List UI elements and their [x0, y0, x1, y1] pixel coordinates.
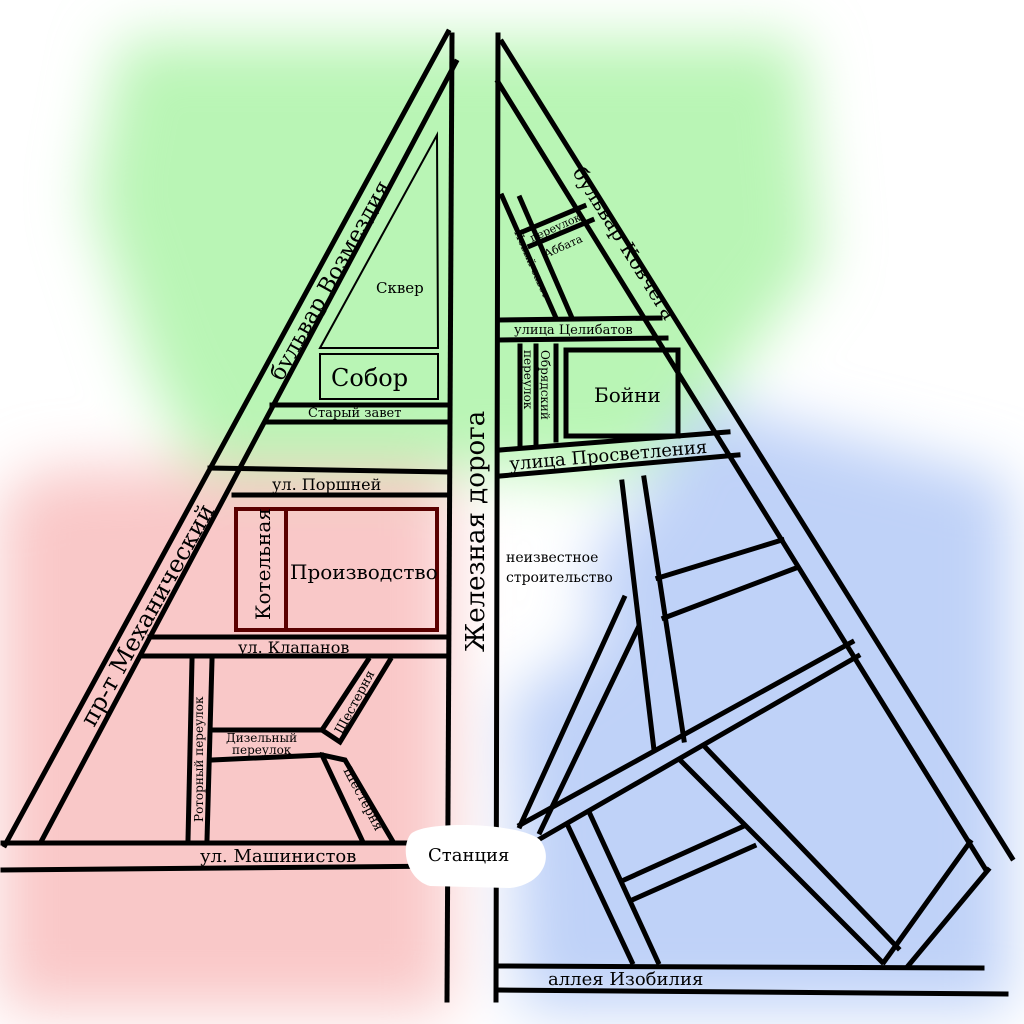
skver-outline: [318, 131, 440, 349]
street-label-mashinistov: ул. Машинистов: [200, 846, 356, 867]
railway-label: Железная дорога: [461, 411, 491, 652]
street-label-staryi-zavet: Старый завет: [308, 406, 401, 421]
road-network-east: [494, 38, 1016, 997]
west-district-area: [0, 460, 450, 1010]
street-label-klapanov: ул. Клапанов: [238, 638, 349, 657]
sobor-outline: [319, 353, 439, 400]
place-label-sobor: Собор: [331, 364, 408, 392]
street-label-dizelny-1: Дизельный: [226, 731, 297, 745]
boyni-outline: [563, 347, 681, 439]
place-label-proizvodstvo: Производство: [290, 560, 438, 584]
place-label-boyni: Бойни: [594, 383, 661, 407]
street-label-rotorny: Роторный переулок: [192, 696, 206, 822]
district-areas: [0, 40, 1010, 1010]
place-label-skver: Сквер: [376, 279, 424, 297]
place-label-construction-2: строительство: [506, 570, 613, 586]
street-label-obryadskiy: Обрядский: [538, 350, 552, 420]
road-network-west: [0, 28, 460, 873]
street-label-dizelny-2: переулок: [232, 743, 292, 757]
station-label: Станция: [428, 845, 509, 866]
place-label-construction-1: неизвестное: [506, 550, 598, 566]
street-label-izobiliya: аллея Изобилия: [548, 969, 703, 990]
factory-outline: [234, 507, 439, 632]
street-label-porshney: ул. Поршней: [272, 475, 381, 494]
east-district-area: [510, 400, 1010, 1010]
station-area: [405, 824, 546, 888]
place-label-kotelnaya: Котельная: [251, 508, 275, 620]
street-label-celibatov: улица Целибатов: [514, 323, 633, 338]
street-label-pereulok: переулок: [521, 350, 535, 410]
north-district-area: [90, 40, 820, 480]
buildings-west: [234, 131, 440, 632]
